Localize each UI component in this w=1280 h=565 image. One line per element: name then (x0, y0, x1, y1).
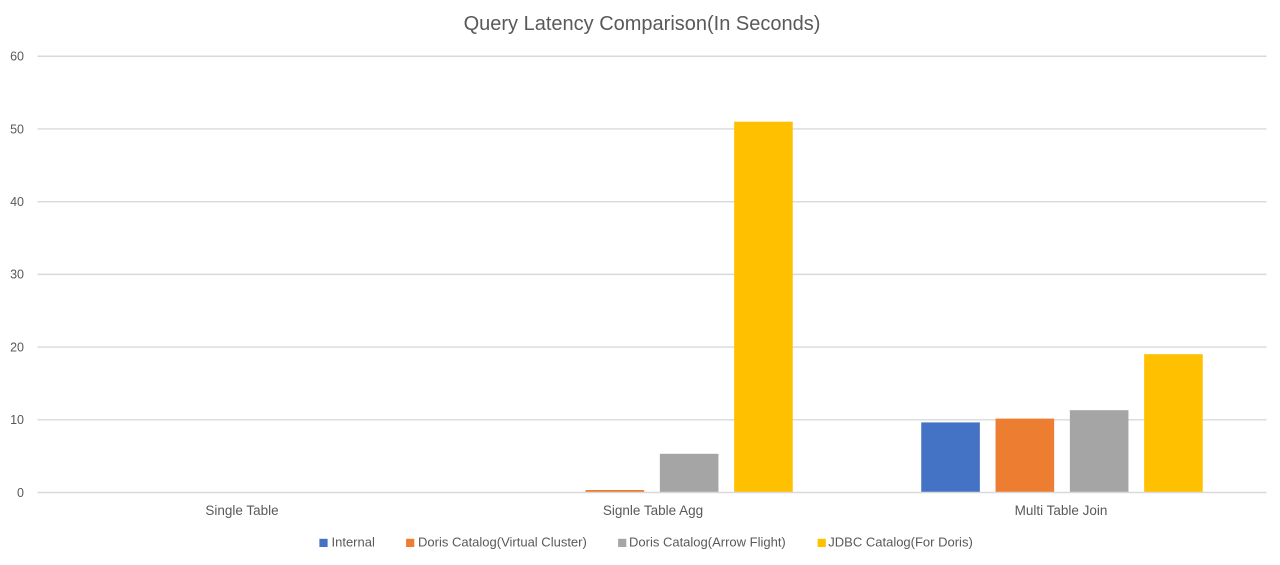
svg-text:20: 20 (10, 340, 24, 354)
svg-text:JDBC Catalog(For Doris): JDBC Catalog(For Doris) (828, 534, 972, 549)
svg-text:Signle Table Agg: Signle Table Agg (603, 503, 703, 518)
svg-text:Internal: Internal (332, 534, 375, 549)
svg-text:Doris Catalog(Virtual Cluster): Doris Catalog(Virtual Cluster) (418, 534, 587, 549)
svg-text:60: 60 (10, 50, 24, 64)
svg-text:10: 10 (10, 413, 24, 427)
svg-text:Query Latency Comparison(In Se: Query Latency Comparison(In Seconds) (464, 13, 821, 35)
svg-text:30: 30 (10, 268, 24, 282)
svg-text:50: 50 (10, 122, 24, 136)
svg-text:Single Table: Single Table (205, 503, 278, 518)
svg-text:Doris Catalog(Arrow Flight): Doris Catalog(Arrow Flight) (629, 534, 786, 549)
svg-text:Multi Table Join: Multi Table Join (1015, 503, 1108, 518)
svg-text:40: 40 (10, 195, 24, 209)
svg-text:0: 0 (17, 486, 24, 500)
